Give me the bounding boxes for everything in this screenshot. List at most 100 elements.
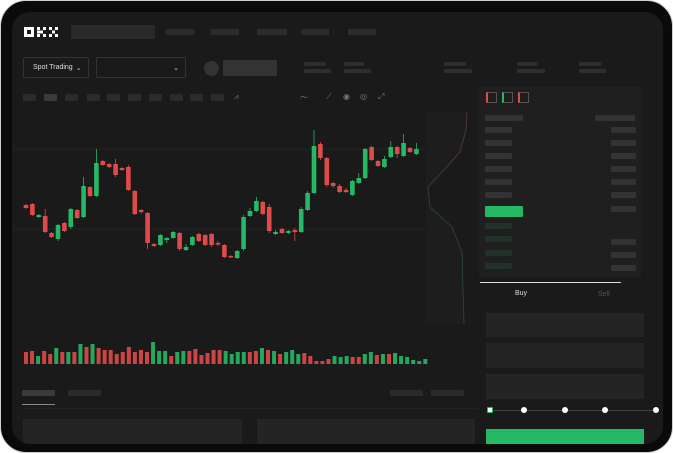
settings-icon[interactable]: ◎ (360, 92, 367, 101)
volume-bar (320, 361, 325, 364)
candle-body (42, 216, 48, 232)
bottom-tab-2[interactable] (68, 390, 101, 396)
candle-body (407, 148, 413, 152)
volume-bar (284, 352, 289, 364)
amount-slider-track[interactable] (490, 410, 657, 411)
slider-handle[interactable] (487, 407, 493, 413)
orderbook-bids-icon[interactable] (502, 92, 513, 103)
price-input[interactable] (486, 313, 644, 337)
coin-avatar (204, 61, 219, 76)
candlestick-chart[interactable] (12, 12, 663, 444)
candle-body (30, 204, 35, 215)
nav-item-3[interactable] (257, 29, 287, 35)
candle-body (330, 183, 336, 186)
pair-dropdown[interactable]: ⌄ (96, 57, 186, 78)
slider-stop[interactable] (653, 407, 659, 413)
buy-button[interactable] (486, 429, 644, 444)
volume-bar (66, 352, 71, 364)
timeframe-button[interactable] (211, 94, 224, 101)
bottom-tab-1[interactable] (22, 390, 55, 396)
volume-bar (132, 352, 137, 364)
last-price-badge (485, 206, 523, 217)
candle-body (164, 238, 170, 240)
tab-sell[interactable]: Sell (598, 291, 610, 298)
candle-body (394, 147, 400, 154)
volume-bar (181, 351, 186, 364)
volume-bar (78, 344, 83, 364)
volume-bar (211, 350, 216, 364)
volume-bar (411, 360, 416, 364)
bottom-action-2[interactable] (431, 390, 464, 396)
timeframe-button[interactable] (149, 94, 162, 101)
volume-bar (362, 354, 367, 364)
stat-value-4 (517, 69, 545, 73)
candle-body (286, 231, 291, 233)
candle-body (254, 201, 259, 211)
spot-trading-dropdown[interactable]: Spot Trading ⌄ (23, 57, 89, 78)
line-tool-icon[interactable]: 〜 (300, 93, 308, 102)
slider-stop[interactable] (562, 407, 568, 413)
ask-price (485, 140, 512, 146)
bid-price (485, 236, 512, 242)
candle-body (222, 245, 227, 257)
depth-area (426, 112, 467, 324)
indicator-icon[interactable]: ⩘ (234, 92, 239, 101)
volume-bar (356, 357, 361, 364)
volume-bar (314, 361, 319, 364)
volume-bar (247, 352, 252, 364)
search-placeholder[interactable] (71, 25, 155, 39)
timeframe-button[interactable] (23, 94, 36, 101)
amount-input[interactable] (486, 343, 644, 368)
slider-stop[interactable] (602, 407, 608, 413)
bid-amount (611, 239, 636, 245)
bottom-action-1[interactable] (390, 390, 423, 396)
bid-price (485, 263, 512, 269)
volume-bar (217, 350, 222, 364)
depth-asks-line (427, 111, 468, 188)
trading-screen: Spot Trading ⌄ ⌄ ⩘ 〜 ⟋ ◉ ◎ ⤢ Buy Sell (12, 12, 663, 444)
orderbook-both-icon[interactable] (486, 92, 497, 103)
okx-logo[interactable] (24, 25, 64, 39)
total-input[interactable] (486, 374, 644, 399)
book-header-price (485, 115, 523, 121)
ask-price (485, 192, 512, 198)
bottom-tab-underline (22, 404, 55, 405)
timeframe-button[interactable] (128, 94, 141, 101)
fullscreen-icon[interactable]: ⤢ (378, 92, 385, 101)
timeframe-button[interactable] (190, 94, 203, 101)
candle-body (260, 202, 266, 214)
camera-icon[interactable]: ◉ (343, 92, 350, 101)
slider-stop[interactable] (521, 407, 527, 413)
volume-bar (405, 357, 410, 364)
timeframe-button[interactable] (44, 94, 57, 101)
nav-item-5[interactable] (348, 29, 376, 35)
timeframe-button[interactable] (87, 94, 100, 101)
volume-bar (266, 350, 270, 364)
ask-price (485, 166, 512, 172)
orderbook-asks-icon[interactable] (518, 92, 529, 103)
volume-bar (223, 351, 228, 364)
volume-bar (393, 353, 398, 364)
tab-buy[interactable]: Buy (515, 290, 528, 297)
candle-body (324, 158, 330, 185)
nav-item-2[interactable] (211, 29, 239, 35)
candle-body (36, 215, 42, 217)
timeframe-button[interactable] (170, 94, 183, 101)
timeframe-button[interactable] (65, 94, 78, 101)
nav-item-1[interactable] (166, 29, 194, 35)
timeframe-button[interactable] (107, 94, 120, 101)
volume-bar (175, 352, 180, 364)
volume-bar (417, 361, 422, 364)
bid-amount (611, 252, 636, 258)
okx-logo-mark (24, 27, 58, 37)
last-price-amount (611, 206, 636, 212)
nav-item-4[interactable] (301, 29, 329, 35)
pencil-icon[interactable]: ⟋ (326, 92, 332, 101)
ask-amount (611, 166, 636, 172)
candle-body (132, 191, 138, 214)
volume-bar (253, 351, 258, 364)
candle-body (298, 209, 304, 232)
chevron-down-icon: ⌄ (173, 64, 179, 72)
volume-bar (259, 348, 264, 364)
volume-bar (338, 357, 343, 364)
